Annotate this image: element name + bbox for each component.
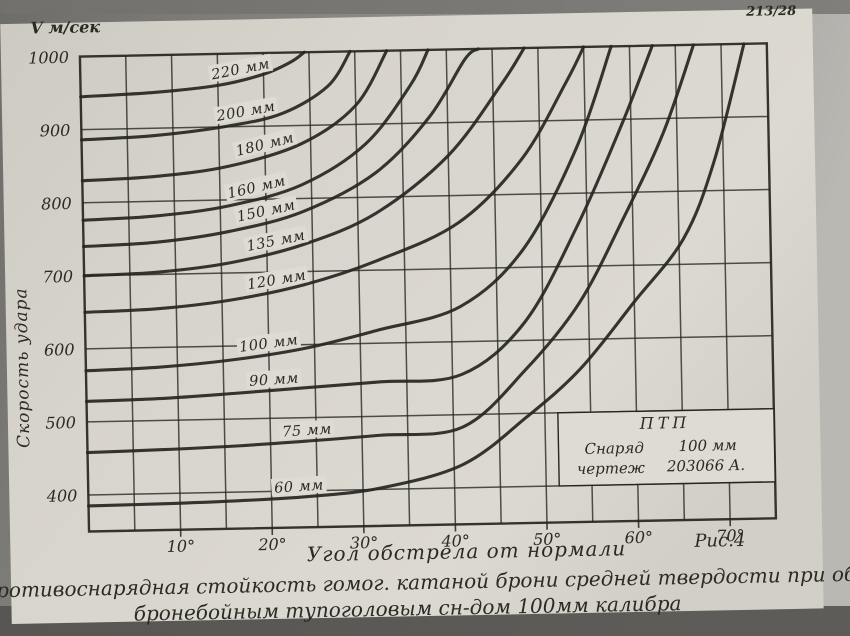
y-axis-title: Скорость удара xyxy=(11,287,34,448)
annotation-shell-value: 100 мм xyxy=(678,436,737,455)
corner-mark: 213/28 xyxy=(745,4,796,20)
annotation-drawing-value: 203066 А. xyxy=(666,456,746,476)
curve-135-мм xyxy=(82,46,526,278)
curve-label-mask xyxy=(278,419,335,440)
curve-100-мм xyxy=(84,44,613,373)
y-tick-label: 400 xyxy=(46,486,78,506)
y-tick-label: 1000 xyxy=(28,48,69,68)
y-tick-label: 600 xyxy=(44,340,75,360)
y-axis-unit-label: V м/сек xyxy=(30,17,100,37)
curve-90-мм xyxy=(84,44,654,403)
grid-line-vertical xyxy=(262,53,273,528)
curve-label: 90 мм xyxy=(249,371,300,390)
curve-label-mask xyxy=(212,96,279,125)
grid-line-vertical xyxy=(308,52,319,528)
curve-label-mask xyxy=(242,225,309,255)
grid-line-vertical xyxy=(216,53,228,529)
grid-line-vertical xyxy=(491,48,502,524)
curve-label-mask xyxy=(223,170,290,202)
curve-label: 75 мм xyxy=(282,422,333,441)
grid-line-vertical xyxy=(537,47,548,523)
y-tick-label: 800 xyxy=(41,194,72,214)
x-tick-label: 30° xyxy=(350,533,379,553)
annotation-box xyxy=(557,407,776,487)
curve-160-мм xyxy=(81,48,430,222)
curve-120-мм xyxy=(83,45,586,314)
curve-label-mask xyxy=(235,330,302,356)
grid-line-horizontal xyxy=(82,188,770,204)
curve-200-мм xyxy=(79,49,352,142)
grid-line-horizontal xyxy=(84,261,772,277)
x-tick-label: 40° xyxy=(440,531,470,551)
curve-75-мм xyxy=(85,43,696,455)
curve-label-mask xyxy=(270,475,327,496)
x-tick-label: 70° xyxy=(716,526,745,546)
x-tick-label: 20° xyxy=(257,535,287,555)
grid-line-vertical xyxy=(399,50,411,526)
curve-180-мм xyxy=(80,49,389,183)
plot-frame xyxy=(78,42,778,533)
annotation-title: ПТП xyxy=(639,413,691,433)
annotation-drawing-label: чертеж xyxy=(577,459,645,478)
x-tick-label: 60° xyxy=(624,528,653,548)
curve-label-mask xyxy=(207,53,274,83)
x-tick-label: 10° xyxy=(167,536,196,556)
grid-line-vertical xyxy=(353,51,365,527)
figure-number-label: Рис.4 xyxy=(693,530,745,552)
y-tick-label: 500 xyxy=(45,413,76,433)
curve-label-mask xyxy=(233,194,299,226)
grid-line-vertical xyxy=(445,49,457,525)
curve-label-mask xyxy=(243,265,310,293)
photo-top-edge xyxy=(0,0,850,14)
grid-line-horizontal xyxy=(85,334,773,350)
y-tick-label: 700 xyxy=(42,267,73,287)
plot-area: 10° 20° 30° 40° 50° 60° 70° 400 500 600 700 800 900 1… xyxy=(28,42,778,556)
curve-220-мм xyxy=(79,50,306,99)
curve-label-mask xyxy=(231,127,298,160)
annotation-shell-label: Снаряд xyxy=(584,439,644,458)
curve-60-мм xyxy=(86,42,746,508)
curve-label-mask xyxy=(245,368,302,390)
x-tick-label: 50° xyxy=(533,529,562,549)
curve-label: 60 мм xyxy=(274,478,325,497)
curve-150-мм xyxy=(82,47,480,249)
curve-label: 100 мм xyxy=(238,332,299,356)
y-tick-label: 900 xyxy=(40,121,71,141)
